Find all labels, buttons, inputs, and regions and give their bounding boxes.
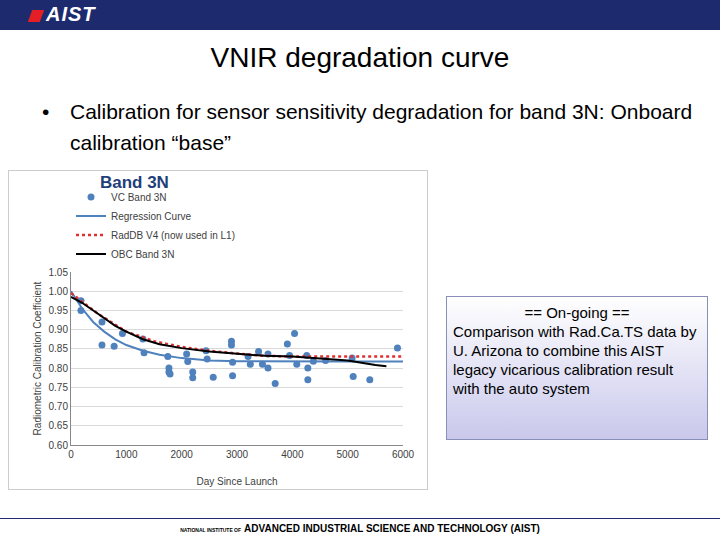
html-text:VNIR degradation curve: VNIR degradation curve bbox=[210, 42, 510, 73]
html-text:Calibration for sensor sensiti: Calibration for sensor sensitivity degra… bbox=[70, 100, 693, 154]
svg-text:Regression Curve: Regression Curve bbox=[111, 211, 191, 222]
svg-text:Radiometric Calibration Coeffi: Radiometric Calibration Coefficient bbox=[32, 281, 43, 435]
svg-text:5000: 5000 bbox=[337, 449, 360, 460]
svg-text:1.00: 1.00 bbox=[49, 286, 69, 297]
html-text:== On-going ==: == On-going == bbox=[524, 304, 630, 321]
svg-text:0: 0 bbox=[68, 449, 74, 460]
svg-text:VC Band 3N: VC Band 3N bbox=[111, 192, 167, 203]
svg-text:RadDB V4 (now used in L1): RadDB V4 (now used in L1) bbox=[111, 230, 235, 241]
svg-text:1000: 1000 bbox=[115, 449, 138, 460]
svg-text:0.95: 0.95 bbox=[49, 305, 69, 316]
svg-text:4000: 4000 bbox=[281, 449, 304, 460]
svg-text:Day Since Launch: Day Since Launch bbox=[196, 476, 277, 487]
svg-text:6000: 6000 bbox=[392, 449, 415, 460]
svg-text:1.05: 1.05 bbox=[49, 267, 69, 278]
svg-text:OBC Band 3N: OBC Band 3N bbox=[111, 249, 174, 260]
svg-text:0.85: 0.85 bbox=[49, 343, 69, 354]
svg-text:0.80: 0.80 bbox=[49, 363, 69, 374]
svg-text:0.60: 0.60 bbox=[49, 440, 69, 451]
svg-text:0.75: 0.75 bbox=[49, 382, 69, 393]
svg-text:3000: 3000 bbox=[226, 449, 249, 460]
html-text:AIST: AIST bbox=[46, 3, 96, 25]
svg-text:0.65: 0.65 bbox=[49, 420, 69, 431]
svg-text:Band 3N: Band 3N bbox=[100, 173, 169, 192]
svg-text:2000: 2000 bbox=[171, 449, 194, 460]
svg-text:0.90: 0.90 bbox=[49, 324, 69, 335]
html-text:NATIONAL INSTITUTE OF ADVANCED: NATIONAL INSTITUTE OF ADVANCED INDUSTRIA… bbox=[180, 523, 540, 534]
svg-text:0.70: 0.70 bbox=[49, 401, 69, 412]
html-text:Comparison with Rad.Ca.TS data: Comparison with Rad.Ca.TS data by U. Ari… bbox=[453, 323, 697, 397]
